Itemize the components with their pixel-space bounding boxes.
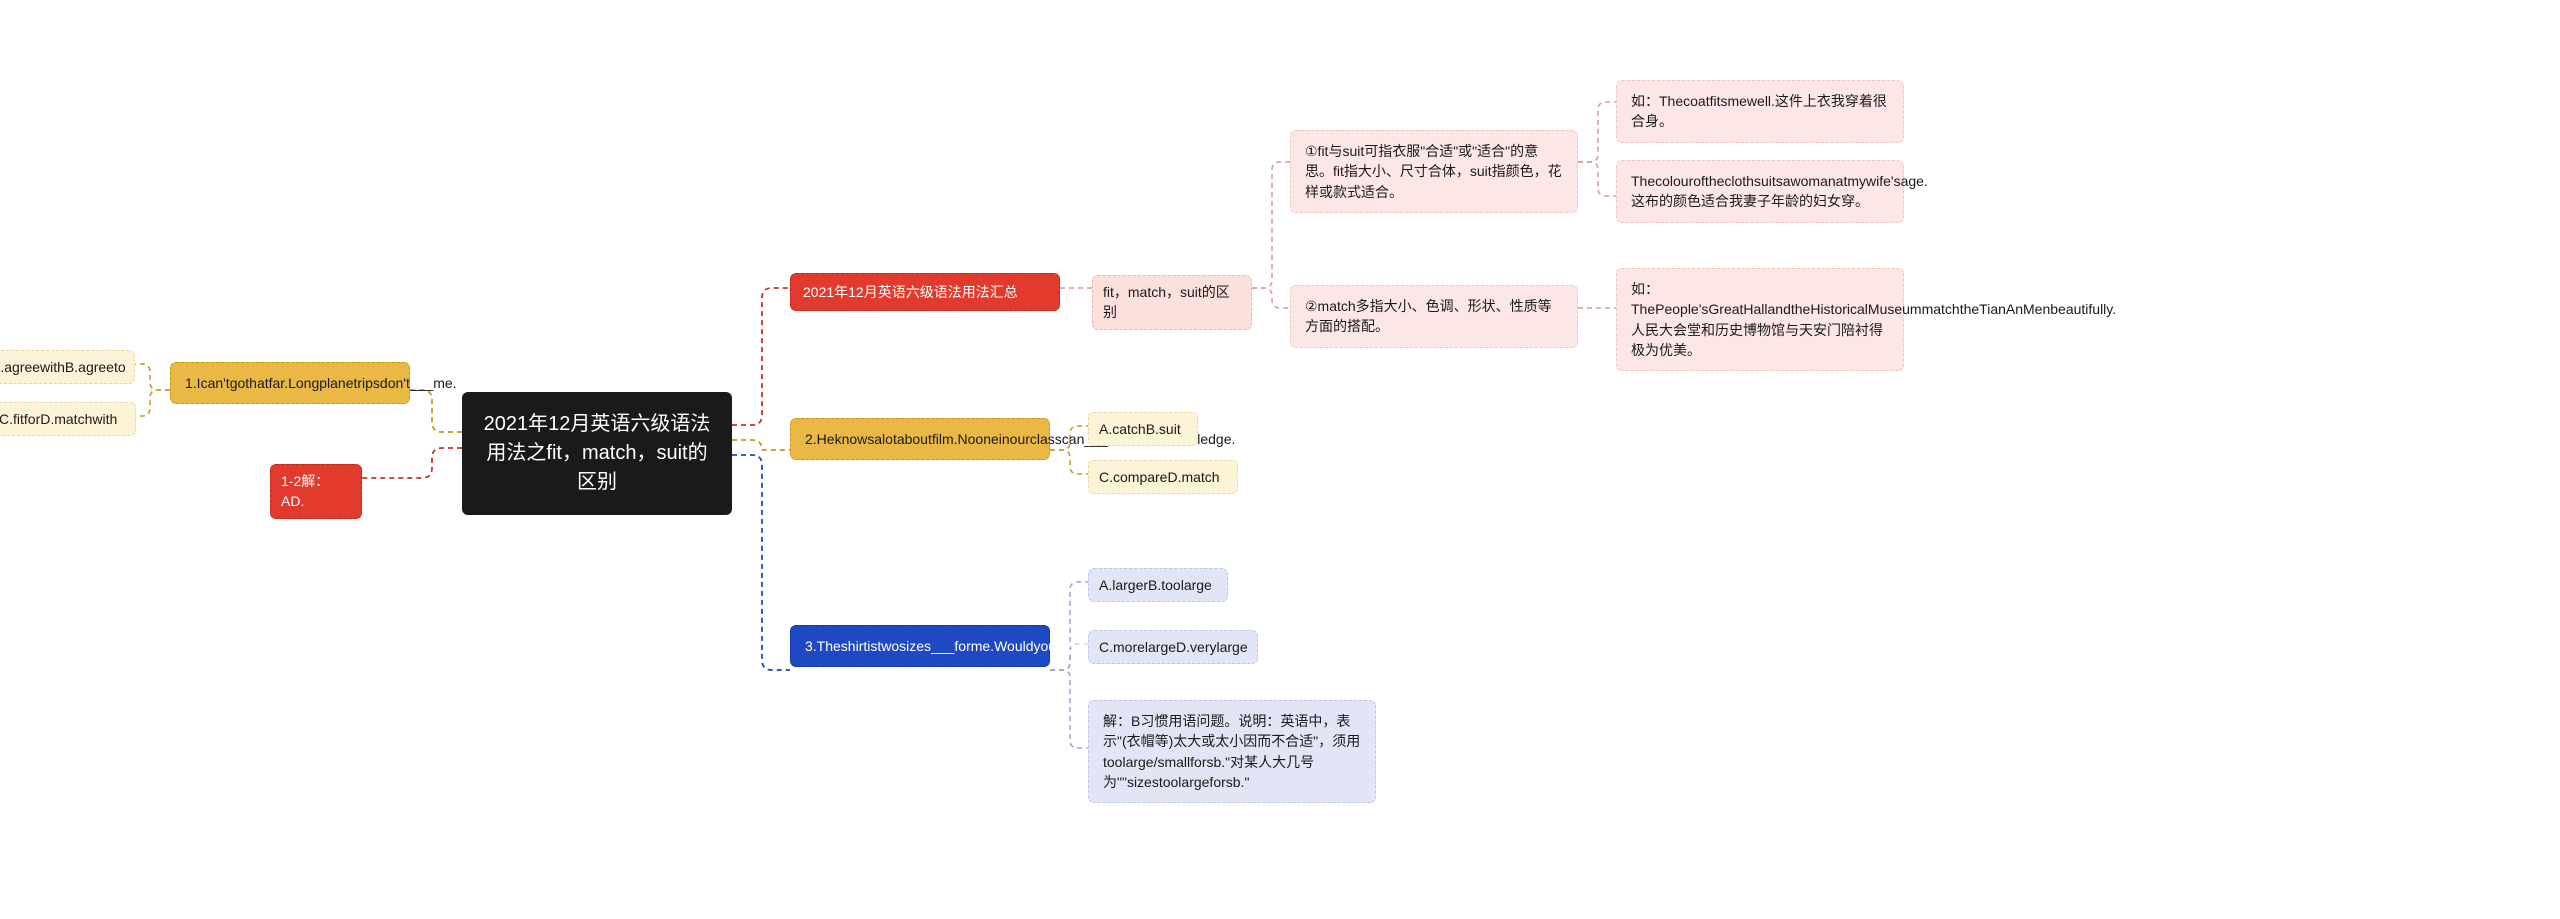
q3-option-ab: A.largerB.toolarge: [1088, 568, 1228, 602]
rule1: ①fit与suit可指衣服"合适"或"适合"的意思。fit指大小、尺寸合体，su…: [1290, 130, 1578, 213]
q3-option-cd: C.morelargeD.verylarge: [1088, 630, 1258, 664]
rule1-ex2: Thecolouroftheclothsuitsawomanatmywife's…: [1616, 160, 1904, 223]
rule2: ②match多指大小、色调、形状、性质等方面的搭配。: [1290, 285, 1578, 348]
rule1-ex1: 如：Thecoatfitsmewell.这件上衣我穿着很合身。: [1616, 80, 1904, 143]
answer-node: 1-2解：AD.: [270, 464, 362, 519]
q3-node: 3.Theshirtistwosizes___forme.Wouldyouple…: [790, 625, 1050, 667]
q1-option-cd: C.fitforD.matchwith: [0, 402, 136, 436]
root-node: 2021年12月英语六级语法用法之fit，match，suit的区别: [462, 392, 732, 515]
q2-node: 2.Heknowsalotaboutfilm.Nooneinourclassca…: [790, 418, 1050, 460]
summary-title: 2021年12月英语六级语法用法汇总: [790, 273, 1060, 311]
summary-sub: fit，match，suit的区别: [1092, 275, 1252, 330]
q2-option-cd: C.compareD.match: [1088, 460, 1238, 494]
q1-option-ab: A.agreewithB.agreeto: [0, 350, 135, 384]
q2-option-ab: A.catchB.suit: [1088, 412, 1198, 446]
q3-explain: 解：B习惯用语问题。说明：英语中，表示"(衣帽等)太大或太小因而不合适"，须用t…: [1088, 700, 1376, 803]
rule2-ex: 如：ThePeople'sGreatHallandtheHistoricalMu…: [1616, 268, 1904, 371]
q1-node: 1.Ican'tgothatfar.Longplanetripsdon't___…: [170, 362, 410, 404]
